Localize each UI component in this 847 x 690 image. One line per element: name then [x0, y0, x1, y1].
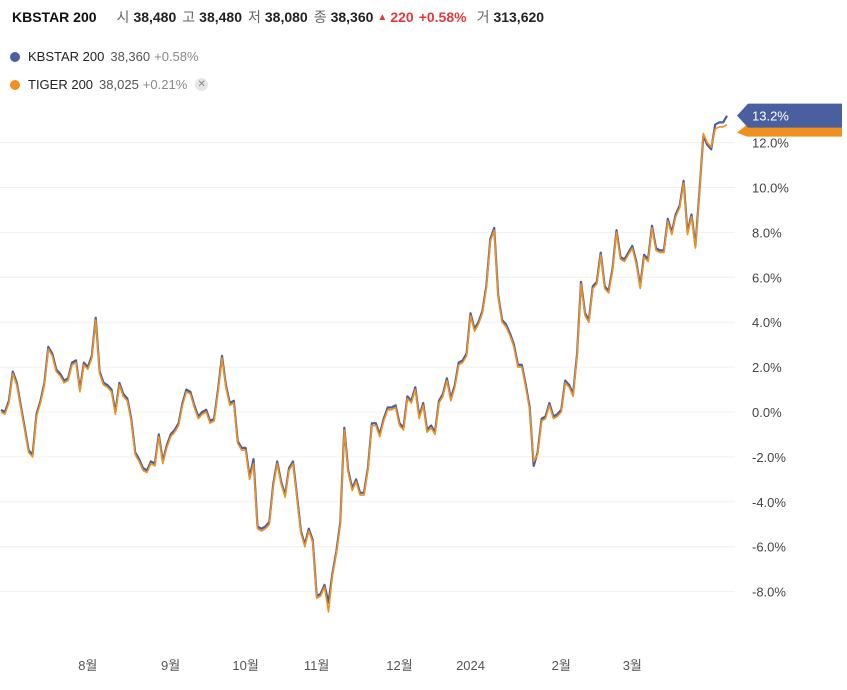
y-tick-label: 2.0% — [752, 360, 782, 375]
up-triangle-icon: ▲ — [377, 11, 388, 23]
high-value: 38,480 — [199, 9, 242, 25]
volume-label: 거 — [476, 9, 490, 25]
y-tick-label: 12.0% — [752, 136, 789, 151]
y-tick-label: 8.0% — [752, 225, 782, 240]
y-tick-label: 6.0% — [752, 270, 782, 285]
volume-value: 313,620 — [493, 9, 545, 25]
y-tick-label: -6.0% — [752, 540, 786, 555]
x-tick-label: 12월 — [386, 658, 412, 673]
change-percent: +0.58% — [418, 9, 467, 25]
close-label: 종 — [313, 9, 327, 25]
close-value: 38,360 — [330, 9, 374, 25]
x-tick-label: 11월 — [304, 658, 329, 673]
x-tick-label: 8월 — [78, 658, 97, 673]
open-value: 38,480 — [133, 9, 177, 25]
last-value-badge-kbstar — [737, 103, 842, 128]
legend-name: TIGER 200 — [28, 77, 94, 92]
y-tick-label: 4.0% — [752, 315, 782, 330]
legend-item-tiger[interactable]: TIGER 200 38,025 +0.21% ✕ — [10, 77, 310, 92]
open-label: 시 — [116, 9, 130, 25]
x-tick-label: 10월 — [232, 658, 258, 673]
legend-percent: +0.21% — [142, 77, 188, 92]
series-color-dot — [10, 79, 20, 90]
legend-name: KBSTAR 200 — [28, 49, 105, 64]
low-label: 저 — [247, 9, 261, 25]
series-line-kbstar — [0, 115, 728, 604]
change-value: 220 — [390, 9, 414, 25]
x-tick-label: 2024 — [456, 658, 485, 673]
symbol-title: KBSTAR 200 — [12, 9, 97, 25]
x-tick-label: 9월 — [161, 658, 180, 673]
x-tick-label: 3월 — [623, 658, 642, 673]
y-tick-label: -2.0% — [752, 450, 786, 465]
x-tick-label: 2월 — [552, 658, 571, 673]
low-value: 38,080 — [264, 9, 308, 25]
quote-header: KBSTAR 200 시 38,480 고 38,480 저 38,080 종 … — [0, 0, 847, 34]
close-icon[interactable]: ✕ — [195, 78, 209, 91]
high-label: 고 — [182, 9, 196, 25]
series-line-tiger — [0, 123, 728, 613]
legend-percent: +0.58% — [154, 49, 199, 64]
legend-price: 38,025 — [99, 77, 139, 92]
y-tick-label: -8.0% — [752, 585, 786, 600]
last-value-label: 13.2% — [752, 109, 789, 124]
legend-price: 38,360 — [110, 49, 151, 64]
series-color-dot — [10, 51, 20, 62]
legend-item-kbstar[interactable]: KBSTAR 200 38,360 +0.58% — [10, 49, 310, 64]
y-tick-label: -4.0% — [752, 495, 786, 510]
y-tick-label: 10.0% — [752, 181, 789, 196]
y-tick-label: 0.0% — [752, 405, 782, 420]
